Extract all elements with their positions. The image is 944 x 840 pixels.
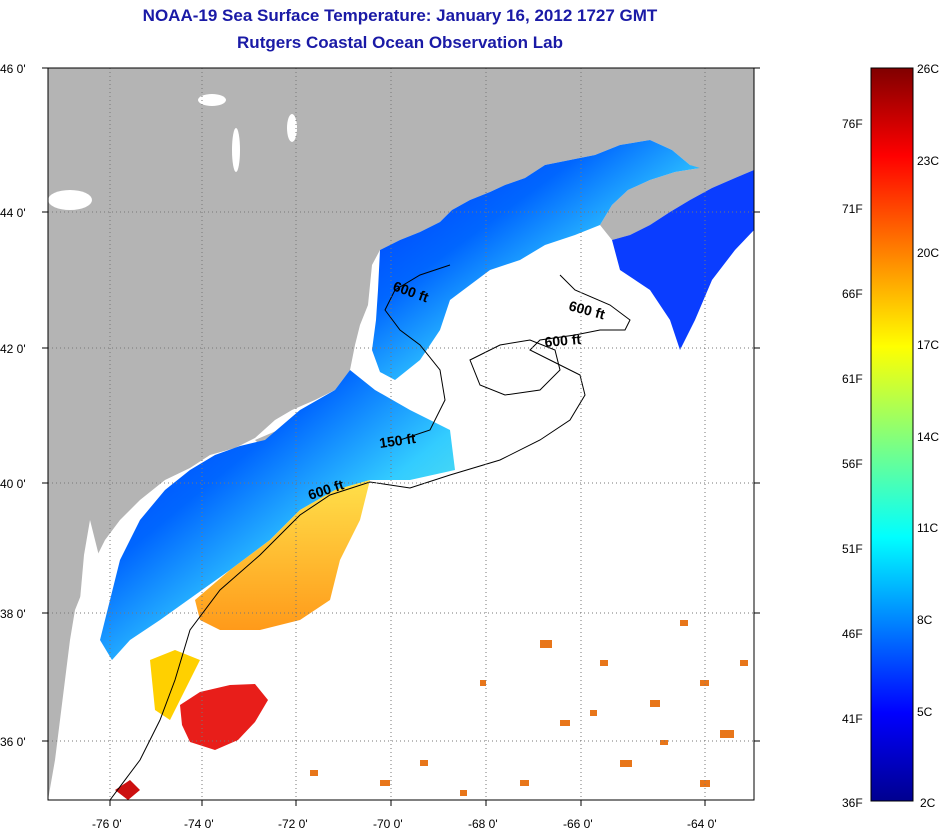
lon-label: -68 0' xyxy=(468,817,498,831)
depth-label: 600 ft xyxy=(544,331,582,350)
colorbar-f-label: 76F xyxy=(842,117,863,131)
colorbar-f-label: 41F xyxy=(842,712,863,726)
colorbar-f-label: 46F xyxy=(842,627,863,641)
lake xyxy=(198,94,226,106)
depth-contour-georges xyxy=(469,339,561,396)
lon-label: -64 0' xyxy=(687,817,717,831)
chesapeake-bay xyxy=(80,520,104,720)
lat-label: 42 0' xyxy=(0,342,26,356)
sst-cold-gulf-of-maine xyxy=(372,140,700,380)
colorbar-f-label: 66F xyxy=(842,287,863,301)
colorbar-c-label: 11C xyxy=(917,521,939,535)
lake xyxy=(48,190,92,210)
lake xyxy=(232,128,240,172)
sst-mid-atlantic-shelf xyxy=(100,370,455,660)
lat-label: 46 0' xyxy=(0,62,26,76)
depth-contour-150ft xyxy=(384,264,451,441)
colorbar-f-label: 51F xyxy=(842,542,863,556)
colorbar-c-label: 26C xyxy=(917,62,940,76)
colorbar-c-label: 8C xyxy=(917,613,933,627)
lat-label: 44 0' xyxy=(0,206,26,220)
lon-label: -70 0' xyxy=(373,817,403,831)
sst-warm-slope-water xyxy=(195,480,370,630)
sst-scattered-warm-pixels xyxy=(310,620,748,796)
colorbar-c-label: 2C xyxy=(920,796,936,810)
colorbar-c-label: 23C xyxy=(917,154,940,168)
map-gridlines xyxy=(48,68,754,800)
colorbar-f-label: 56F xyxy=(842,457,863,471)
colorbar-c-label: 17C xyxy=(917,338,940,352)
map-border xyxy=(47,67,755,801)
depth-contour-600ft xyxy=(109,274,631,800)
colorbar xyxy=(870,67,914,802)
sst-cold-scotian-shelf xyxy=(612,170,754,350)
colorbar-f-label: 36F xyxy=(842,796,863,810)
lake xyxy=(287,114,297,142)
map-title: NOAA-19 Sea Surface Temperature: January… xyxy=(142,6,658,25)
colorbar-f-label: 71F xyxy=(842,202,863,216)
colorbar-c-label: 5C xyxy=(917,705,933,719)
land-us-east-coast xyxy=(48,68,754,800)
map-ticks xyxy=(42,67,760,806)
sst-hatteras-red xyxy=(115,780,140,800)
lon-label: -74 0' xyxy=(184,817,214,831)
lon-label: -72 0' xyxy=(278,817,308,831)
lon-label: -76 0' xyxy=(92,817,122,831)
lat-label: 36 0' xyxy=(0,735,26,749)
lat-label: 38 0' xyxy=(0,607,26,621)
lon-label: -66 0' xyxy=(563,817,593,831)
map-subtitle: Rutgers Coastal Ocean Observation Lab xyxy=(237,33,563,52)
depth-label: 150 ft xyxy=(378,430,417,451)
colorbar-c-label: 20C xyxy=(917,246,940,260)
colorbar-c-label: 14C xyxy=(917,430,940,444)
colorbar-f-label: 61F xyxy=(842,372,863,386)
lat-label: 40 0' xyxy=(0,477,26,491)
sst-cape-hatteras-warm xyxy=(150,650,200,720)
land-nova-scotia xyxy=(600,150,754,240)
